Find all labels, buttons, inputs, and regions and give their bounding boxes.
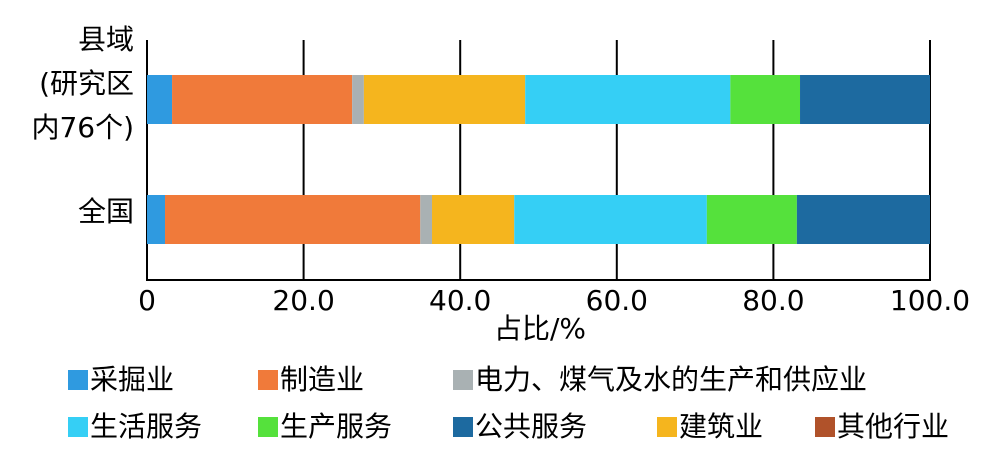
legend-label: 生产服务 xyxy=(280,410,392,443)
legend-swatch xyxy=(657,417,677,437)
legend-swatch xyxy=(68,370,88,390)
legend-swatch xyxy=(258,417,278,437)
legend-label: 生活服务 xyxy=(90,410,202,443)
legend-label: 电力、煤气及水的生产和供应业 xyxy=(475,363,867,396)
bar-segment xyxy=(730,75,801,124)
bar-segment xyxy=(147,195,166,244)
bar-segment xyxy=(172,75,353,124)
legend-swatch xyxy=(815,417,835,437)
bar-segment xyxy=(352,75,364,124)
legend-swatch xyxy=(68,417,88,437)
legend-label: 采掘业 xyxy=(90,363,174,396)
bar-segment xyxy=(514,195,707,244)
bar-segment xyxy=(800,75,930,124)
x-tick-label: 0 xyxy=(138,284,156,317)
x-tick-label: 60.0 xyxy=(586,284,648,317)
x-axis-label: 占比/% xyxy=(494,312,586,345)
bar-segment xyxy=(363,75,526,124)
legend-label: 建筑业 xyxy=(679,410,763,443)
bar-segment xyxy=(165,195,421,244)
bar-segment xyxy=(420,195,433,244)
legend-label: 制造业 xyxy=(280,363,364,396)
bar-segment xyxy=(525,75,731,124)
legend-label: 公共服务 xyxy=(475,410,587,443)
legend-swatch xyxy=(453,417,473,437)
y-tick-label: 全国 xyxy=(77,195,134,228)
bar-segment xyxy=(796,195,930,244)
x-tick-label: 20.0 xyxy=(272,284,334,317)
x-tick-label: 100.0 xyxy=(890,284,970,317)
bar-segment xyxy=(706,195,797,244)
bar-segment xyxy=(432,195,515,244)
legend-label: 其他行业 xyxy=(837,410,949,443)
x-tick-label: 40.0 xyxy=(429,284,491,317)
legend-swatch xyxy=(453,370,473,390)
y-tick-label: 县域 (研究区 内76个) xyxy=(31,23,134,144)
bar-segment xyxy=(147,75,173,124)
legend-swatch xyxy=(258,370,278,390)
x-tick-label: 80.0 xyxy=(742,284,804,317)
